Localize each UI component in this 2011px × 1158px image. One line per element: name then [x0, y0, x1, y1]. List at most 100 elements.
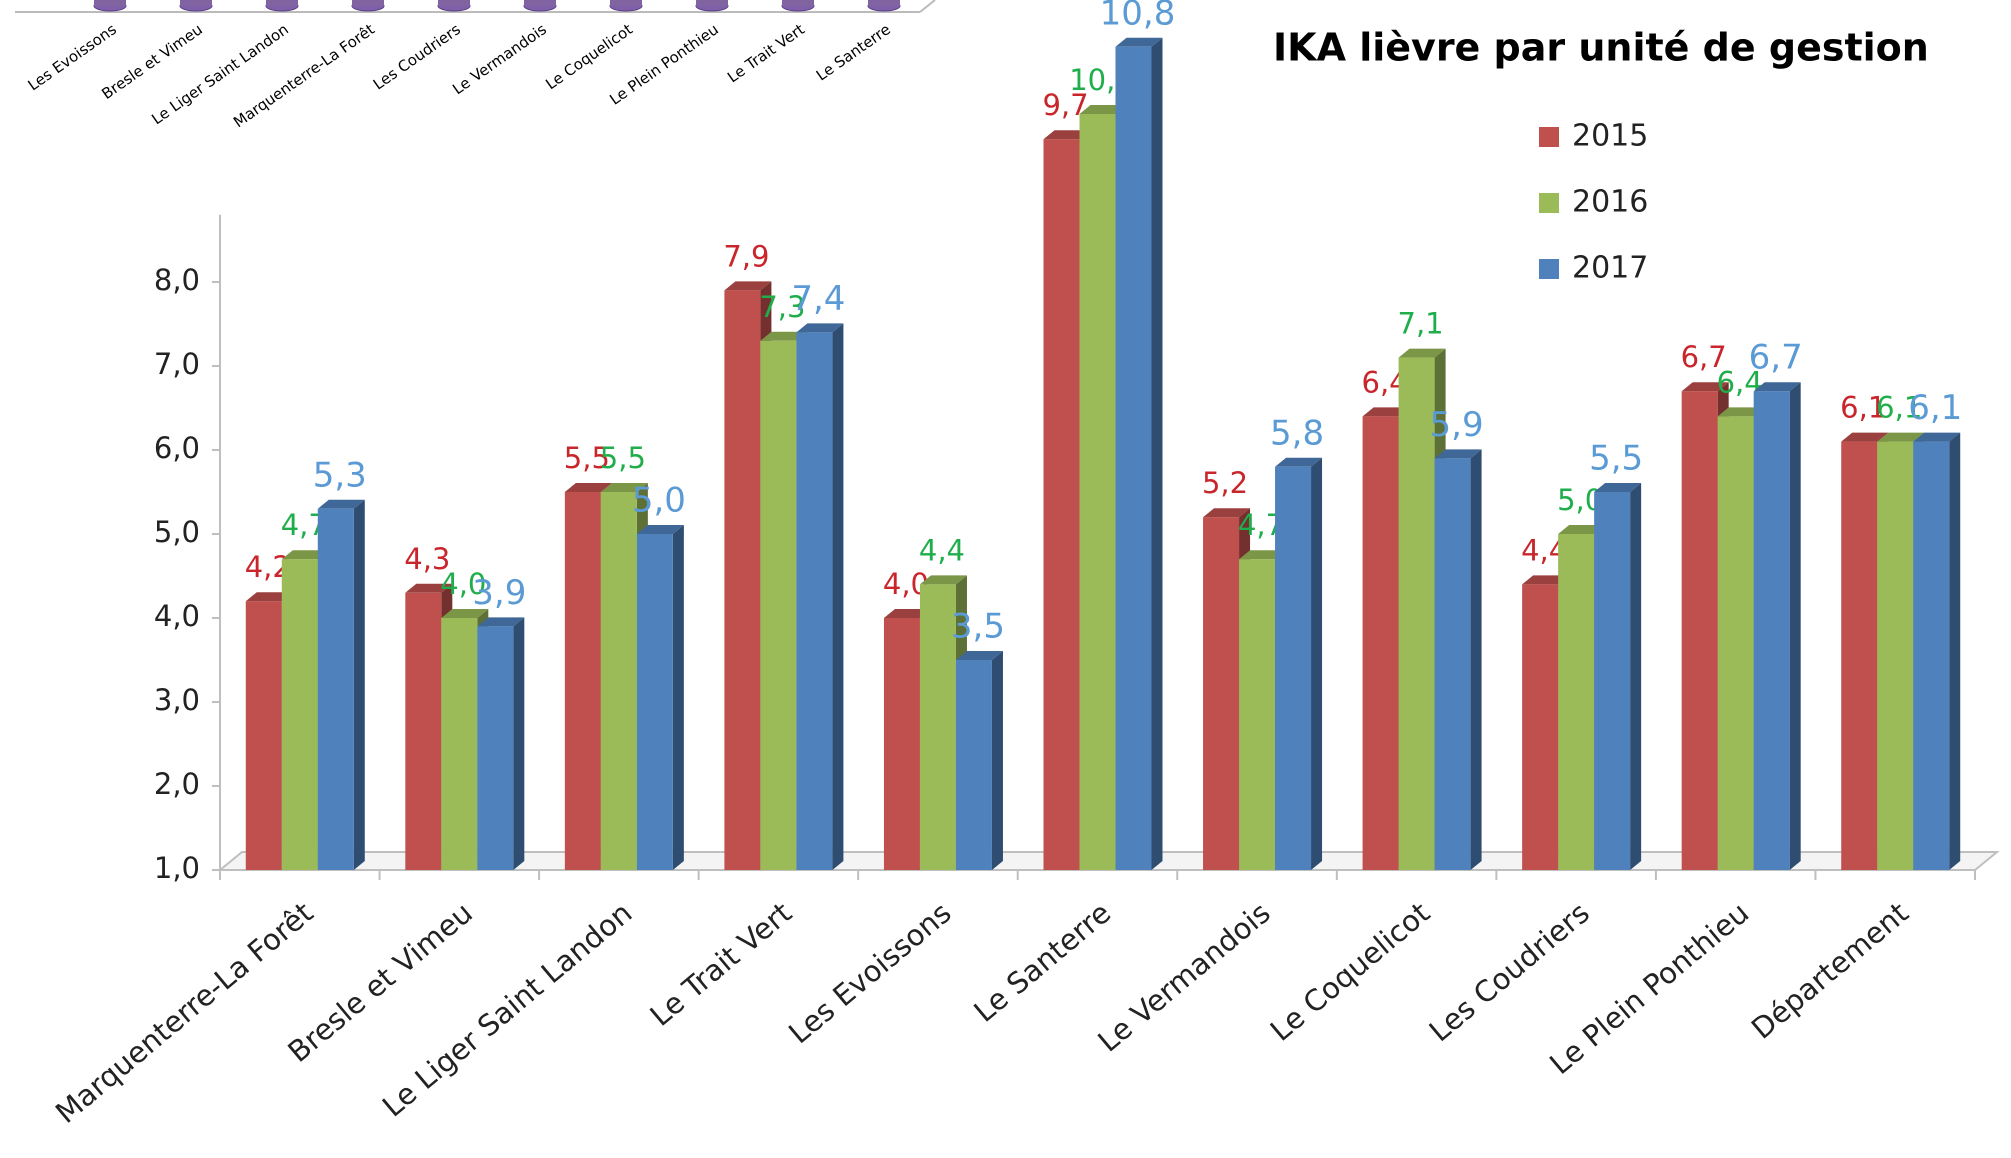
bar-top	[1434, 449, 1482, 459]
bar-top	[1522, 575, 1570, 585]
bar	[1079, 114, 1116, 870]
bar-top	[1913, 432, 1961, 442]
value-label: 4,3	[404, 542, 450, 576]
bar-top	[636, 525, 684, 534]
value-label: 3,5	[951, 607, 1005, 647]
y-tick-label: 2,0	[154, 767, 200, 801]
bar-side	[1311, 457, 1323, 870]
bar-side	[353, 499, 365, 870]
inset-cylinder	[696, 0, 728, 6]
bar	[636, 534, 673, 870]
bar-top	[1753, 382, 1801, 392]
bar-top	[1043, 130, 1091, 140]
bar-group	[1434, 449, 1482, 870]
bar	[1594, 492, 1631, 870]
inset-label: Le Santerre	[813, 20, 894, 84]
bar-side	[1789, 382, 1801, 870]
bar	[1362, 416, 1399, 870]
x-tick-label: Le Vermandois	[1091, 895, 1276, 1058]
bar-top	[796, 323, 844, 333]
bar	[405, 592, 442, 870]
bar	[1434, 458, 1471, 870]
value-label: 10,8	[1100, 0, 1176, 33]
x-tick-label: Marquenterre-La Forêt	[49, 895, 319, 1130]
bar	[1115, 46, 1152, 871]
x-tick-label: Département	[1745, 895, 1915, 1045]
bar	[796, 332, 833, 870]
bar	[1203, 517, 1240, 870]
bar	[441, 618, 478, 870]
bar-top	[1115, 37, 1163, 47]
bar-group	[1275, 457, 1323, 870]
bar-top	[1362, 407, 1410, 417]
legend-swatch	[1539, 127, 1559, 147]
x-tick-label: Les Coudriers	[1423, 895, 1596, 1048]
bar-group	[796, 323, 844, 870]
bar	[760, 340, 797, 870]
bar-top	[441, 609, 489, 618]
inset-cylinder	[180, 0, 212, 6]
value-label: 6,7	[1681, 340, 1727, 374]
value-label: 5,9	[1430, 405, 1484, 445]
legend-label: 2016	[1572, 185, 1648, 220]
x-tick-label: Le Santerre	[967, 895, 1117, 1028]
bar-group	[317, 499, 365, 870]
bar	[724, 290, 761, 870]
bar-top	[1079, 105, 1127, 114]
bar-top	[760, 331, 808, 341]
value-label: 5,8	[1270, 413, 1324, 453]
inset-cylinder	[352, 0, 384, 6]
bar-group	[1913, 432, 1961, 870]
bar	[1558, 534, 1595, 870]
bar-top	[600, 483, 648, 492]
bar-top	[245, 592, 293, 602]
bar	[600, 492, 637, 870]
legend-swatch	[1539, 259, 1559, 279]
bar	[1717, 416, 1754, 870]
value-label: 6,7	[1749, 338, 1803, 378]
y-tick-label: 4,0	[154, 599, 200, 633]
bar-top	[1558, 525, 1606, 534]
bar-top	[405, 583, 453, 593]
bar-top	[477, 617, 525, 627]
value-label: 5,0	[632, 481, 686, 521]
bar	[1275, 466, 1312, 870]
bar-top	[281, 550, 329, 560]
inset-label: Marquenterre-La Forêt	[230, 20, 378, 131]
legend-label: 2015	[1572, 119, 1648, 154]
bar	[1753, 391, 1790, 870]
bar	[281, 559, 318, 870]
bar-top	[1398, 348, 1446, 358]
bar	[477, 626, 514, 870]
bar	[317, 508, 354, 870]
bar	[955, 660, 992, 870]
value-label: 3,9	[472, 573, 526, 613]
bar	[564, 492, 601, 870]
bar-side	[1151, 37, 1163, 871]
bar	[1913, 441, 1950, 870]
value-label: 7,9	[723, 239, 769, 273]
y-tick-label: 5,0	[154, 515, 200, 549]
y-tick-label: 1,0	[154, 851, 200, 885]
value-label: 5,5	[564, 441, 610, 475]
bar-side	[832, 323, 844, 870]
value-label: 7,1	[1398, 307, 1444, 341]
y-tick-label: 8,0	[154, 263, 200, 297]
inset-cylinder	[524, 0, 556, 6]
y-tick-label: 3,0	[154, 683, 200, 717]
bar	[1681, 391, 1718, 870]
bar-side	[1630, 483, 1642, 870]
bar	[1841, 441, 1878, 870]
bar-top	[1681, 382, 1729, 392]
bar-top	[1841, 432, 1889, 442]
legend-swatch	[1539, 193, 1559, 213]
value-label: 5,2	[1202, 466, 1248, 500]
inset-label: Le Vermandois	[449, 20, 550, 98]
bar-group	[636, 525, 684, 870]
inset-cylinder	[782, 0, 814, 6]
bar	[1398, 357, 1435, 871]
inset-cylinder	[266, 0, 298, 6]
value-label: 6,1	[1840, 391, 1886, 425]
y-tick-label: 6,0	[154, 431, 200, 465]
